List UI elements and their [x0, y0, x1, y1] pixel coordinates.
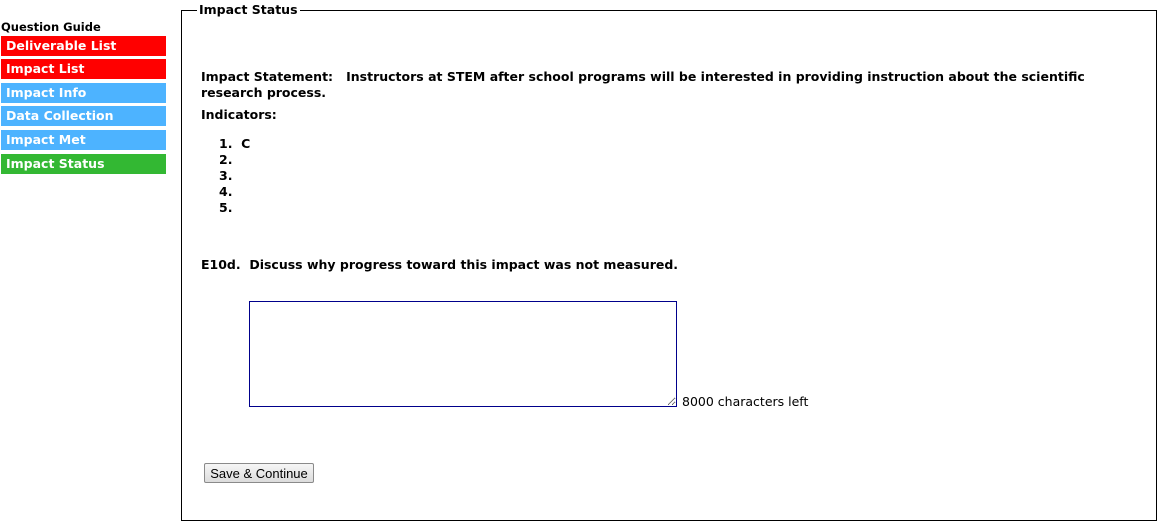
sidebar-item-deliverable-list[interactable]: Deliverable List — [1, 36, 166, 56]
save-continue-button[interactable]: Save & Continue — [204, 463, 314, 483]
indicator-item: 4. — [219, 184, 233, 199]
indicator-item: 3. — [219, 168, 233, 183]
sidebar-item-impact-status[interactable]: Impact Status — [1, 154, 166, 174]
indicator-item: 1. C — [219, 136, 251, 151]
sidebar-item-impact-list[interactable]: Impact List — [1, 59, 166, 79]
question-e10d: E10d. Discuss why progress toward this i… — [201, 257, 679, 272]
impact-statement: Impact Statement: Instructors at STEM af… — [201, 69, 1121, 101]
characters-left-counter: 8000 characters left — [682, 394, 809, 409]
answer-textarea[interactable] — [249, 301, 677, 407]
sidebar-item-impact-met[interactable]: Impact Met — [1, 130, 166, 150]
indicators-label: Indicators: — [201, 107, 277, 122]
fieldset-legend: Impact Status — [197, 2, 300, 17]
indicator-item: 2. — [219, 152, 233, 167]
impact-status-fieldset — [181, 10, 1157, 521]
impact-statement-text: Instructors at STEM after school program… — [201, 69, 1085, 100]
indicator-item: 5. — [219, 200, 233, 215]
sidebar-item-impact-info[interactable]: Impact Info — [1, 83, 166, 103]
impact-statement-label: Impact Statement: — [201, 69, 334, 84]
question-guide-title: Question Guide — [1, 20, 101, 34]
sidebar-item-data-collection[interactable]: Data Collection — [1, 106, 166, 126]
